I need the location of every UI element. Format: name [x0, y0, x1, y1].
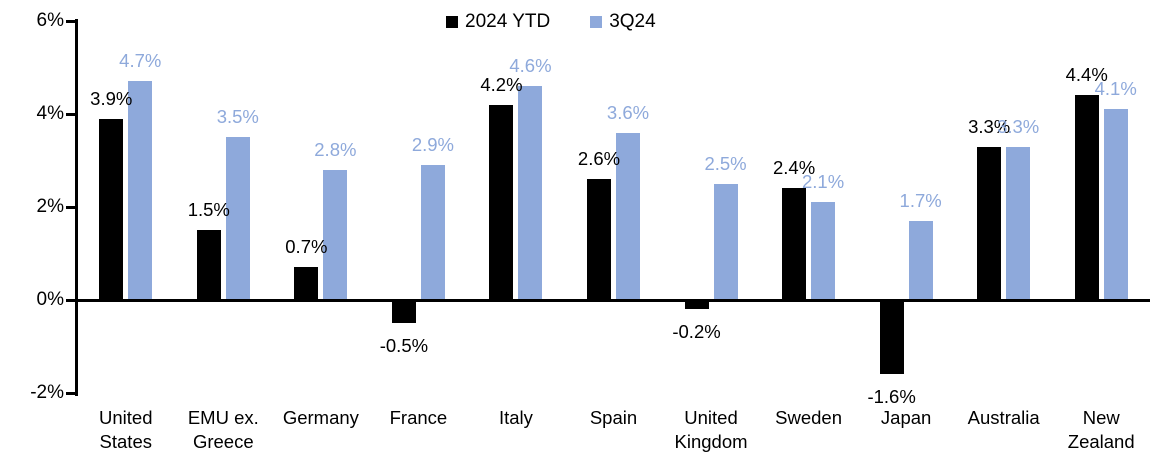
bar-value-label: 3.9%	[90, 87, 133, 109]
category-label: Germany	[282, 407, 359, 428]
y-tick-label: 6%	[36, 10, 64, 31]
x-axis-line	[77, 298, 1150, 302]
category-label: Japan	[880, 407, 932, 428]
bar-value-label: 0.7%	[285, 236, 328, 258]
category-label: EMU ex. Greece	[187, 407, 259, 452]
legend-item-3q24: 3Q24	[590, 11, 656, 33]
category-label: United States	[99, 407, 153, 452]
bar-value-label: 3.3%	[968, 115, 1011, 137]
y-tick-mark	[66, 391, 75, 395]
bar-3q24	[323, 169, 348, 300]
bar-value-label: 2.9%	[411, 134, 454, 156]
bar-value-label: 3.5%	[216, 106, 259, 128]
bar-2024-ytd	[1074, 95, 1099, 300]
chart-legend: 2024 YTD 3Q24	[446, 11, 656, 33]
bar-3q24	[908, 220, 933, 300]
bar-value-label: 4.2%	[480, 73, 523, 95]
bar-2024-ytd	[977, 146, 1002, 300]
bar-value-label: -0.2%	[672, 321, 721, 343]
bar-2024-ytd	[587, 179, 611, 300]
bar-value-label: 3.6%	[606, 101, 650, 123]
legend-label-3q24: 3Q24	[609, 11, 656, 32]
bar-value-label: 4.6%	[509, 55, 552, 77]
bar-value-label: 2.4%	[772, 157, 816, 179]
category-label: Italy	[498, 407, 533, 428]
y-axis-line	[75, 19, 78, 396]
bar-value-label: 2.1%	[801, 171, 845, 193]
bar-value-label: -1.6%	[867, 386, 916, 408]
bar-3q24	[713, 183, 738, 300]
bar-3q24	[811, 202, 836, 300]
bar-value-label: 1.7%	[899, 189, 942, 211]
bar-value-label: 2.8%	[314, 138, 357, 160]
bar-2024-ytd	[879, 300, 904, 375]
legend-item-2024-ytd: 2024 YTD	[446, 11, 550, 33]
bar-3q24	[1103, 109, 1128, 300]
bar-value-label: 2.6%	[577, 148, 621, 170]
bar-2024-ytd	[782, 188, 807, 300]
bar-3q24	[420, 165, 445, 300]
bar-2024-ytd	[489, 104, 514, 300]
bar-3q24	[616, 132, 640, 300]
bar-value-label: 4.7%	[119, 50, 162, 72]
category-label: United Kingdom	[674, 407, 748, 452]
category-label: Sweden	[775, 407, 842, 428]
bar-value-label: 4.4%	[1065, 64, 1108, 86]
bar-2024-ytd	[99, 118, 124, 300]
y-tick-label: 4%	[36, 103, 64, 124]
category-label: Spain	[589, 407, 638, 428]
category-label: France	[389, 407, 448, 428]
bar-3q24	[1006, 146, 1031, 300]
y-tick-mark	[66, 112, 75, 116]
bar-value-label: 1.5%	[187, 199, 230, 221]
bar-value-label: 4.1%	[1094, 78, 1137, 100]
y-tick-mark	[66, 205, 75, 209]
bar-value-label: 2.5%	[704, 152, 747, 174]
bar-2024-ytd	[196, 230, 221, 300]
y-tick-label: 0%	[36, 289, 64, 310]
y-tick-label: -2%	[30, 382, 64, 403]
bar-3q24	[225, 137, 250, 300]
y-tick-label: 2%	[36, 196, 64, 217]
category-label: New Zealand	[1067, 407, 1135, 452]
bar-3q24	[128, 81, 153, 300]
legend-swatch-2024-ytd	[446, 16, 458, 28]
y-tick-mark	[66, 19, 75, 23]
bar-2024-ytd	[294, 267, 319, 300]
category-label: Australia	[967, 407, 1040, 428]
bar-3q24	[518, 86, 543, 300]
legend-swatch-3q24	[590, 16, 603, 28]
bar-value-label: 3.3%	[997, 115, 1040, 137]
bar-2024-ytd	[391, 300, 416, 324]
y-tick-mark	[66, 298, 75, 302]
legend-label-2024-ytd: 2024 YTD	[465, 11, 551, 32]
bar-2024-ytd	[684, 300, 709, 310]
bar-value-label: -0.5%	[379, 335, 429, 357]
